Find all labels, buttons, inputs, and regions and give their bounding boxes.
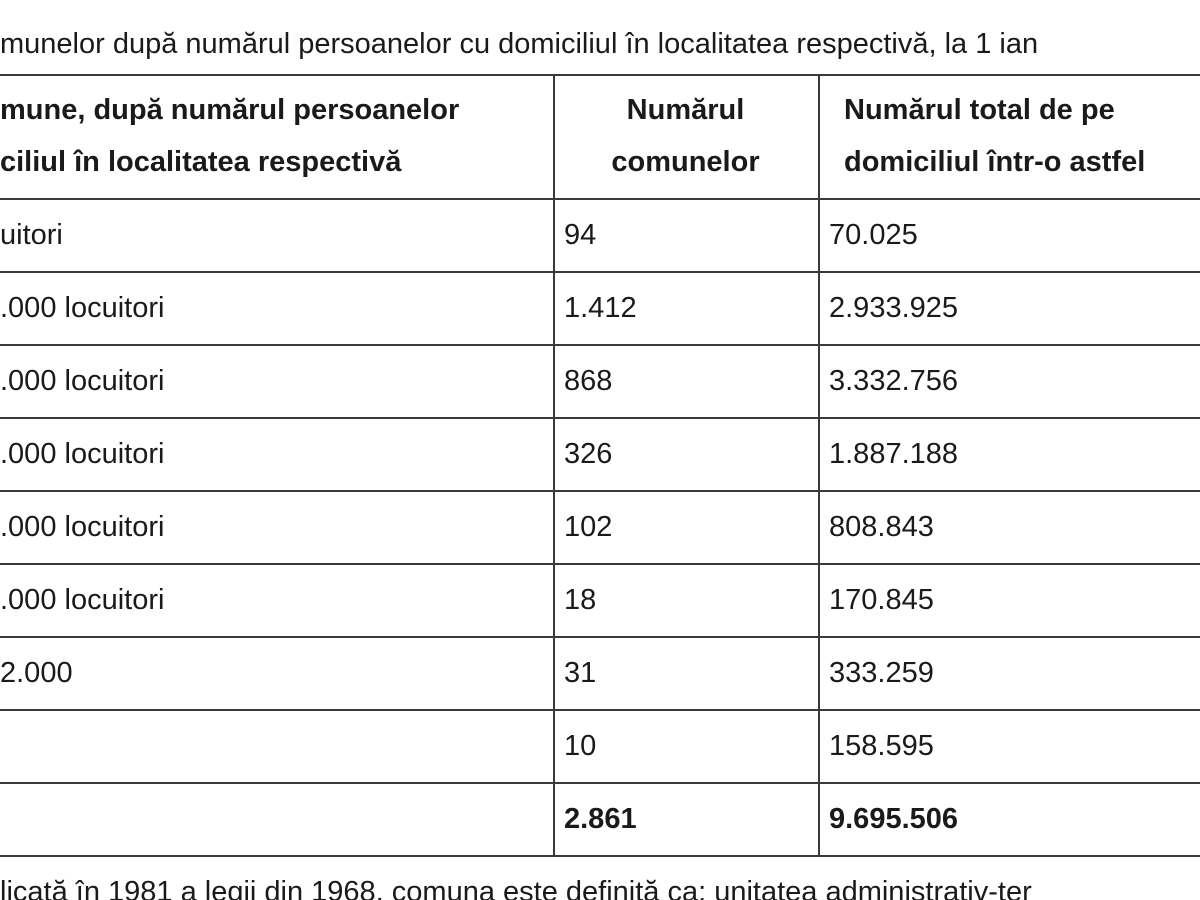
table-cell: 333.259	[829, 657, 934, 689]
row-border	[0, 344, 1200, 346]
caption: munelor după numărul persoanelor cu domi…	[0, 28, 1039, 60]
table-cell: .000 locuitori	[0, 292, 165, 324]
row-border	[0, 74, 1200, 76]
table-cell: .000 locuitori	[0, 584, 165, 616]
table-cell: 31	[564, 657, 597, 689]
column-border	[818, 74, 820, 857]
table-cell: 18	[564, 584, 597, 616]
header-cell: comunelor	[611, 146, 760, 178]
table-cell: 1.412	[564, 292, 637, 324]
table-cell: 170.845	[829, 584, 934, 616]
row-border	[0, 271, 1200, 273]
table-cell: 102	[564, 511, 613, 543]
row-border	[0, 490, 1200, 492]
row-border	[0, 855, 1200, 857]
row-border	[0, 782, 1200, 784]
table-cell: uitori	[0, 219, 63, 251]
row-border	[0, 563, 1200, 565]
table-cell: 10	[564, 730, 597, 762]
table-cell: 9.695.506	[829, 803, 959, 835]
column-border	[553, 74, 555, 857]
table-cell: 1.887.188	[829, 438, 959, 470]
table-cell: 326	[564, 438, 613, 470]
row-border	[0, 636, 1200, 638]
table-cell: .000 locuitori	[0, 438, 165, 470]
table-cell: 808.843	[829, 511, 934, 543]
table-cell: 2.861	[564, 803, 637, 835]
table-cell: .000 locuitori	[0, 511, 165, 543]
header-cell: Numărul total de pe	[844, 94, 1115, 126]
table-cell: 70.025	[829, 219, 918, 251]
table-cell: 158.595	[829, 730, 934, 762]
table-cell: 94	[564, 219, 597, 251]
header-cell: ciliul în localitatea respectivă	[0, 146, 402, 178]
header-cell: domiciliul într-o astfel	[844, 146, 1146, 178]
table-cell: 2.000	[0, 657, 73, 689]
row-border	[0, 709, 1200, 711]
table-cell: 3.332.756	[829, 365, 959, 397]
table-cell: 868	[564, 365, 613, 397]
header-cell: Numărul	[626, 94, 745, 126]
table-cell: 2.933.925	[829, 292, 959, 324]
row-border	[0, 417, 1200, 419]
table-cell: .000 locuitori	[0, 365, 165, 397]
footnote: licată în 1981 a legii din 1968, comuna …	[0, 876, 1032, 900]
header-cell: mune, după numărul persoanelor	[0, 94, 460, 126]
row-border	[0, 198, 1200, 200]
